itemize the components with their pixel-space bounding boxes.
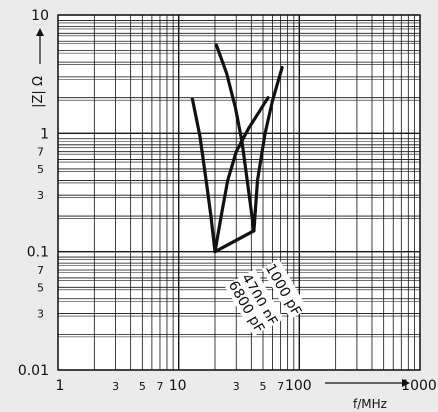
x-tick-label: 5	[139, 380, 146, 393]
plot-frame	[57, 14, 421, 371]
y-tick-label: 7	[37, 146, 44, 159]
x-tick-label: 1	[56, 378, 65, 394]
y-axis-arrowhead	[36, 28, 44, 36]
x-axis-label: f/MHz	[353, 397, 387, 411]
y-tick-label: 3	[37, 308, 44, 321]
plot-area	[58, 15, 420, 370]
series-line-1	[213, 96, 270, 254]
x-tick-label: 7	[277, 380, 284, 393]
annotation-bg	[237, 268, 284, 330]
y-tick-label: 7	[37, 264, 44, 277]
series-line-2	[214, 43, 256, 233]
y-tick-label: 3	[37, 189, 44, 202]
x-axis-arrowhead	[402, 379, 410, 387]
y-tick-label: 0.01	[18, 363, 49, 379]
x-tick-label: 7	[156, 380, 163, 393]
x-tick-label: 3	[112, 380, 119, 393]
x-tick-label: 100	[285, 378, 312, 394]
x-tick-label: 5	[260, 380, 267, 393]
x-tick-label: 1000	[401, 378, 437, 394]
y-tick-label: 5	[37, 281, 44, 294]
series-line-3	[190, 65, 284, 254]
y-tick-label: 10	[31, 8, 49, 24]
y-tick-label: 1	[40, 126, 49, 142]
x-tick-label: 3	[233, 380, 240, 393]
annotation-bg	[261, 258, 308, 320]
y-tick-label: 5	[37, 163, 44, 176]
x-tick-label: 10	[169, 378, 187, 394]
y-axis-label: |Z| Ω	[31, 76, 46, 108]
y-tick-label: 0.1	[27, 245, 49, 261]
annotation-bg	[224, 275, 271, 337]
